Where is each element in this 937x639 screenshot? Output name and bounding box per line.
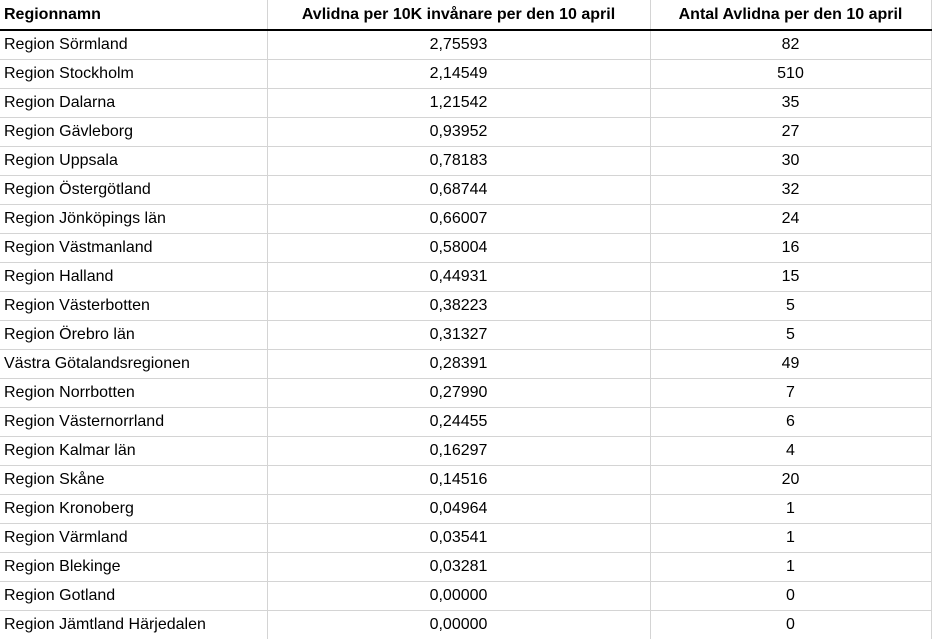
death-count-cell[interactable]: 82 [649, 29, 932, 60]
region-name-cell[interactable]: Region Norrbotten [0, 378, 268, 408]
rate-per-10k-cell[interactable]: 0,28391 [266, 349, 651, 379]
rate-per-10k-cell[interactable]: 0,00000 [266, 581, 651, 611]
table-row: Region Kronoberg 0,04964 1 [0, 494, 932, 524]
table-row: Region Gotland 0,00000 0 [0, 581, 932, 611]
rate-per-10k-cell[interactable]: 0,16297 [266, 436, 651, 466]
column-header-regionnamn[interactable]: Regionnamn [0, 0, 268, 31]
death-count-cell[interactable]: 49 [649, 349, 932, 379]
death-count-cell[interactable]: 20 [649, 465, 932, 495]
region-name-cell[interactable]: Region Stockholm [0, 59, 268, 89]
rate-per-10k-cell[interactable]: 0,78183 [266, 146, 651, 176]
death-count-cell[interactable]: 5 [649, 291, 932, 321]
table-row: Region Norrbotten 0,27990 7 [0, 378, 932, 408]
region-name-cell[interactable]: Region Gävleborg [0, 117, 268, 147]
rate-per-10k-cell[interactable]: 0,03541 [266, 523, 651, 553]
rate-per-10k-cell[interactable]: 0,04964 [266, 494, 651, 524]
table-row: Region Värmland 0,03541 1 [0, 523, 932, 553]
region-name-cell[interactable]: Region Västmanland [0, 233, 268, 263]
rate-per-10k-cell[interactable]: 0,44931 [266, 262, 651, 292]
death-count-cell[interactable]: 0 [649, 581, 932, 611]
table-row: Region Västmanland 0,58004 16 [0, 233, 932, 263]
death-count-cell[interactable]: 30 [649, 146, 932, 176]
region-name-cell[interactable]: Region Värmland [0, 523, 268, 553]
column-header-antal-avlidna[interactable]: Antal Avlidna per den 10 april [649, 0, 932, 31]
rate-per-10k-cell[interactable]: 1,21542 [266, 88, 651, 118]
table-row: Region Örebro län 0,31327 5 [0, 320, 932, 350]
table-row: Region Dalarna 1,21542 35 [0, 88, 932, 118]
rate-per-10k-cell[interactable]: 0,27990 [266, 378, 651, 408]
table-row: Region Västerbotten 0,38223 5 [0, 291, 932, 321]
table-body: Region Sörmland 2,75593 82 Region Stockholm… [0, 29, 932, 639]
region-name-cell[interactable]: Region Blekinge [0, 552, 268, 582]
table-row: Region Gävleborg 0,93952 27 [0, 117, 932, 147]
rate-per-10k-cell[interactable]: 0,24455 [266, 407, 651, 437]
death-count-cell[interactable]: 6 [649, 407, 932, 437]
region-name-cell[interactable]: Västra Götalandsregionen [0, 349, 268, 379]
column-header-avlidna-per-10k[interactable]: Avlidna per 10K invånare per den 10 apri… [266, 0, 651, 31]
rate-per-10k-cell[interactable]: 2,14549 [266, 59, 651, 89]
death-count-cell[interactable]: 510 [649, 59, 932, 89]
death-count-cell[interactable]: 5 [649, 320, 932, 350]
region-name-cell[interactable]: Region Västernorrland [0, 407, 268, 437]
death-count-cell[interactable]: 1 [649, 552, 932, 582]
region-name-cell[interactable]: Region Gotland [0, 581, 268, 611]
region-name-cell[interactable]: Region Jönköpings län [0, 204, 268, 234]
death-count-cell[interactable]: 15 [649, 262, 932, 292]
rate-per-10k-cell[interactable]: 0,00000 [266, 610, 651, 639]
table-row: Region Uppsala 0,78183 30 [0, 146, 932, 176]
death-count-cell[interactable]: 27 [649, 117, 932, 147]
region-name-cell[interactable]: Region Västerbotten [0, 291, 268, 321]
table-row: Region Sörmland 2,75593 82 [0, 29, 932, 60]
region-name-cell[interactable]: Region Dalarna [0, 88, 268, 118]
death-count-cell[interactable]: 35 [649, 88, 932, 118]
region-name-cell[interactable]: Region Östergötland [0, 175, 268, 205]
rate-per-10k-cell[interactable]: 0,68744 [266, 175, 651, 205]
table-row: Region Blekinge 0,03281 1 [0, 552, 932, 582]
table-row: Region Halland 0,44931 15 [0, 262, 932, 292]
death-count-cell[interactable]: 32 [649, 175, 932, 205]
rate-per-10k-cell[interactable]: 0,66007 [266, 204, 651, 234]
region-name-cell[interactable]: Region Kronoberg [0, 494, 268, 524]
region-name-cell[interactable]: Region Kalmar län [0, 436, 268, 466]
death-count-cell[interactable]: 24 [649, 204, 932, 234]
table-header-row: Regionnamn Avlidna per 10K invånare per … [0, 0, 932, 31]
rate-per-10k-cell[interactable]: 2,75593 [266, 29, 651, 60]
table-row: Region Stockholm 2,14549 510 [0, 59, 932, 89]
table-row: Region Kalmar län 0,16297 4 [0, 436, 932, 466]
table-row: Region Jönköpings län 0,66007 24 [0, 204, 932, 234]
table-row: Västra Götalandsregionen 0,28391 49 [0, 349, 932, 379]
rate-per-10k-cell[interactable]: 0,93952 [266, 117, 651, 147]
region-name-cell[interactable]: Region Uppsala [0, 146, 268, 176]
death-count-cell[interactable]: 1 [649, 494, 932, 524]
death-count-cell[interactable]: 1 [649, 523, 932, 553]
rate-per-10k-cell[interactable]: 0,03281 [266, 552, 651, 582]
region-name-cell[interactable]: Region Halland [0, 262, 268, 292]
death-count-cell[interactable]: 16 [649, 233, 932, 263]
death-count-cell[interactable]: 7 [649, 378, 932, 408]
table-row: Region Västernorrland 0,24455 6 [0, 407, 932, 437]
rate-per-10k-cell[interactable]: 0,14516 [266, 465, 651, 495]
rate-per-10k-cell[interactable]: 0,31327 [266, 320, 651, 350]
death-count-cell[interactable]: 0 [649, 610, 932, 639]
region-name-cell[interactable]: Region Örebro län [0, 320, 268, 350]
table-row: Region Skåne 0,14516 20 [0, 465, 932, 495]
rate-per-10k-cell[interactable]: 0,58004 [266, 233, 651, 263]
rate-per-10k-cell[interactable]: 0,38223 [266, 291, 651, 321]
table-row: Region Östergötland 0,68744 32 [0, 175, 932, 205]
region-name-cell[interactable]: Region Skåne [0, 465, 268, 495]
table-row: Region Jämtland Härjedalen 0,00000 0 [0, 610, 932, 639]
region-name-cell[interactable]: Region Sörmland [0, 29, 268, 60]
region-name-cell[interactable]: Region Jämtland Härjedalen [0, 610, 268, 639]
death-count-cell[interactable]: 4 [649, 436, 932, 466]
